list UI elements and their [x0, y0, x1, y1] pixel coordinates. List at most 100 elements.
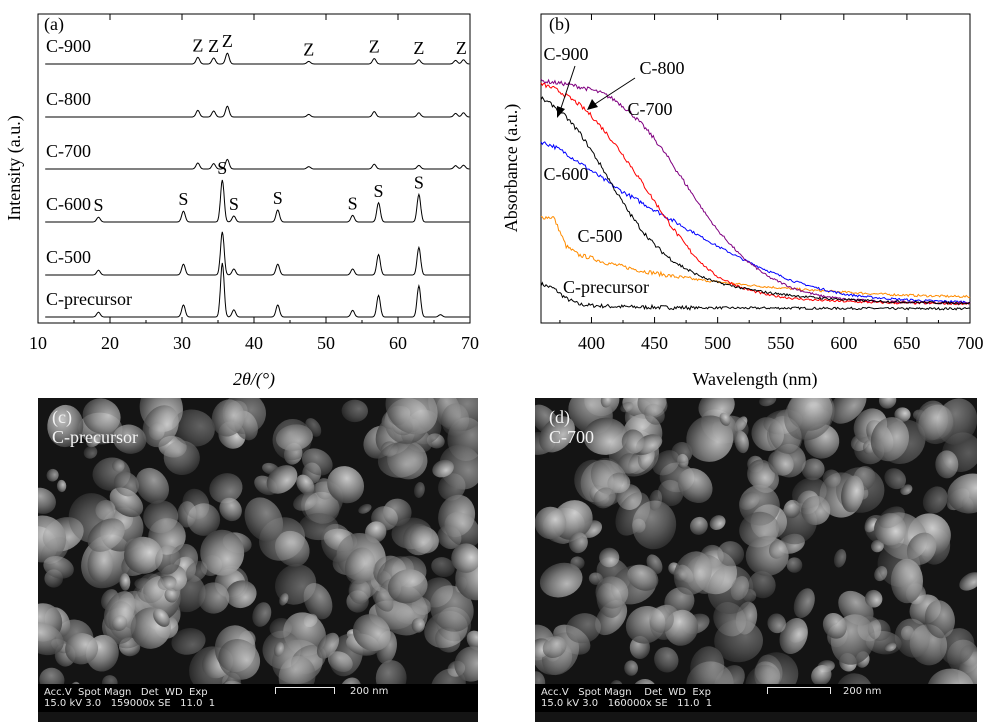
particle: [784, 398, 835, 441]
particle: [383, 498, 412, 527]
particle: [599, 547, 620, 568]
particle: [884, 642, 897, 652]
series-line: [540, 78, 971, 305]
series-label: C-800: [640, 58, 685, 78]
particle: [432, 459, 454, 478]
x-axis-label: 2θ/(°): [233, 369, 275, 390]
series-line: [540, 215, 971, 299]
particle: [441, 403, 470, 437]
x-tick-label: 40: [245, 333, 263, 353]
series-label: C-800: [46, 89, 91, 109]
particle: [822, 469, 841, 488]
particle: [83, 445, 98, 459]
label-arrow: [560, 65, 576, 109]
particle: [377, 441, 424, 478]
x-tick-label: 700: [957, 333, 984, 353]
particle: [894, 407, 911, 422]
panel-label: (d): [549, 407, 570, 427]
sample-label: C-precursor: [52, 427, 138, 447]
particle: [947, 473, 977, 514]
particle: [316, 632, 340, 659]
particle: [87, 518, 125, 552]
peak-marker: Z: [208, 36, 219, 56]
peak-marker: Z: [192, 35, 203, 55]
panel-label: (b): [549, 14, 570, 35]
particle: [164, 588, 178, 603]
particle: [627, 564, 659, 591]
particle: [649, 606, 674, 633]
absorbance-plot-frame: [540, 13, 971, 324]
particle: [539, 416, 575, 453]
scale-bar: [767, 687, 831, 694]
particle: [734, 430, 749, 454]
series-line: [540, 82, 971, 306]
series-line: [45, 262, 470, 318]
particle: [801, 458, 825, 481]
particle: [135, 467, 170, 504]
peak-marker: Z: [456, 38, 467, 58]
label-arrow-head: [587, 99, 598, 110]
particle: [894, 618, 930, 658]
particle: [444, 511, 478, 548]
particle: [768, 450, 794, 476]
particle: [748, 571, 776, 599]
particle: [717, 541, 745, 567]
particle: [352, 614, 391, 652]
peak-marker: S: [414, 172, 424, 192]
series-label: C-precursor: [563, 277, 649, 297]
particle: [108, 601, 136, 640]
particle: [915, 400, 949, 441]
particle: [155, 545, 181, 575]
particle: [542, 636, 567, 659]
particle: [269, 617, 293, 639]
particle: [865, 589, 883, 608]
particle: [689, 516, 708, 535]
particle: [225, 580, 257, 609]
particle: [349, 579, 371, 604]
particle: [321, 523, 354, 563]
particle: [142, 405, 179, 448]
particle: [618, 453, 642, 474]
particle: [709, 515, 726, 531]
particle: [114, 471, 139, 497]
y-axis-label: Intensity (a.u.): [4, 115, 25, 220]
particle: [654, 647, 679, 673]
particle: [82, 398, 121, 435]
particle: [119, 574, 129, 589]
particle: [109, 487, 144, 518]
x-tick-label: 60: [389, 333, 407, 353]
particle: [218, 639, 261, 680]
particle: [829, 398, 867, 424]
series-line: [45, 179, 470, 223]
particle: [939, 628, 975, 665]
particle: [884, 468, 906, 490]
particle: [657, 479, 684, 507]
particle: [878, 506, 905, 529]
particle: [272, 418, 312, 461]
particle: [595, 576, 629, 609]
instrument-info: Acc.V Spot Magn Det WD Exp 15.0 kV 3.0 1…: [44, 687, 216, 709]
particle: [435, 626, 461, 653]
particle: [671, 442, 693, 464]
particle: [439, 444, 478, 490]
particle: [341, 399, 368, 423]
particle: [266, 465, 298, 494]
particle: [296, 474, 315, 495]
particle: [935, 450, 959, 479]
series-line: [45, 52, 470, 65]
particle: [429, 585, 474, 632]
x-tick-label: 550: [767, 333, 794, 353]
instrument-info: Acc.V Spot Magn Det WD Exp 15.0 kV 3.0 1…: [541, 687, 713, 709]
particle: [344, 547, 376, 585]
particle: [759, 398, 777, 407]
particle: [648, 489, 663, 511]
peak-marker: S: [229, 194, 239, 214]
particle: [112, 424, 147, 454]
series-line: [45, 105, 470, 118]
particle: [793, 588, 815, 618]
particle: [451, 543, 478, 573]
particle: [327, 466, 365, 504]
particle: [172, 409, 215, 447]
x-tick-label: 70: [461, 333, 479, 353]
